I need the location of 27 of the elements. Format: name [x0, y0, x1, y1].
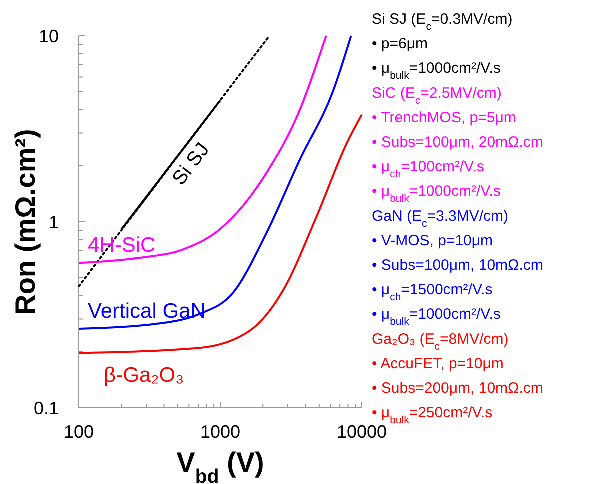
y-tick-label: 10	[38, 26, 59, 46]
series-label: β-Ga₂O₃	[104, 364, 184, 387]
x-axis-title: V$_{bd}$ (V)	[176, 447, 264, 484]
x-tick-label: 1000	[200, 422, 241, 442]
text: • AccuFET, p=10μm	[372, 355, 504, 372]
text: Si SJ	[168, 139, 214, 190]
text: • μ$_{bulk}$=1000cm²/V.s	[372, 306, 501, 328]
text: Si SJ (E$_{c}$=0.3MV/cm)	[372, 11, 513, 33]
text: GaN (E$_{c}$=3.3MV/cm)	[372, 208, 509, 230]
y-axis-title: Ron (mΩ.cm²)	[10, 129, 41, 315]
text: • V-MOS, p=10μm	[372, 232, 494, 250]
text: • μ$_{bulk}$=1000cm²/V.s	[372, 183, 501, 206]
x-tick-label: 10000	[336, 422, 388, 442]
x-tick-label: 100	[64, 422, 94, 442]
text: • Subs=100μm, 10mΩ.cm	[372, 257, 544, 274]
text: • TrenchMOS, p=5μm	[372, 109, 516, 126]
text: • Subs=100μm, 20mΩ.cm	[372, 134, 544, 151]
y-tick-label: 0.1	[34, 398, 59, 418]
text: • μ$_{ch}$=100cm²/V.s	[372, 158, 484, 181]
text: • μ$_{bulk}$=1000cm²/V.s	[372, 60, 501, 82]
text: • Subs=200μm, 10mΩ.cm	[372, 380, 544, 397]
y-tick-label: 1	[48, 212, 59, 232]
text: Ga₂O₃ (E$_{c}$=8MV/cm)	[372, 330, 509, 353]
text: • μ$_{ch}$=1500cm²/V.s	[372, 282, 493, 304]
text: • p=6μm	[372, 36, 428, 53]
series-label: Vertical GaN	[88, 300, 206, 323]
text: SiC (E$_{c}$=2.5MV/cm)	[372, 84, 502, 107]
